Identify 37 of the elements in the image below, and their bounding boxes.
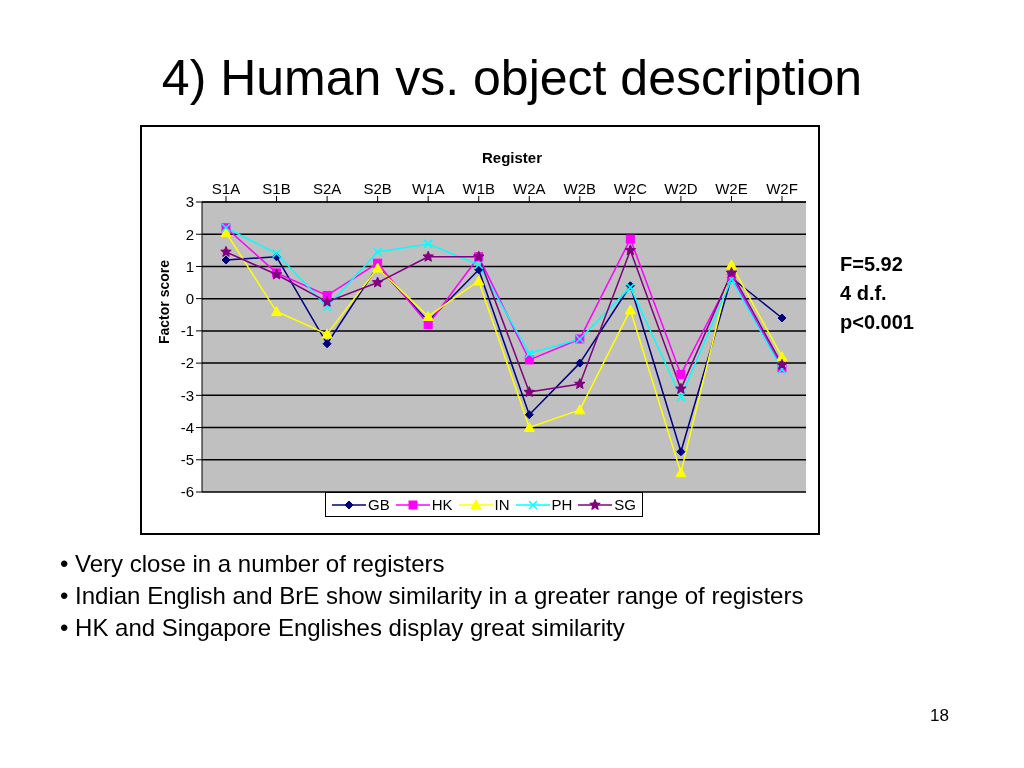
legend-label: PH: [550, 496, 573, 513]
x-tick-label: W1B: [462, 180, 495, 197]
x-tick-label: W2F: [766, 180, 798, 197]
x-tick-label: S2B: [363, 180, 392, 197]
text: • Indian English and BrE show similarity in a greater range of registers: [60, 581, 804, 611]
y-tick-label: -5: [180, 451, 194, 469]
y-tick-label: 2: [185, 225, 194, 243]
x-tick-label: S1B: [262, 180, 291, 197]
legend-label: HK: [430, 496, 453, 513]
chart-title: 4) Human vs. object description: [160, 49, 864, 108]
x-tick-label: W2C: [613, 180, 648, 197]
y-tick-label: 0: [185, 289, 194, 307]
y-tick-label: -4: [180, 418, 194, 436]
y-tick-label: 1: [185, 257, 194, 275]
y-tick-label: 3: [185, 193, 194, 211]
legend-label: SG: [613, 496, 637, 513]
x-tick-label: W2A: [513, 180, 546, 197]
legend-label: IN: [493, 496, 510, 513]
y-tick-label: -3: [180, 386, 194, 404]
text: • HK and Singapore Englishes display great similarity: [60, 613, 626, 643]
x-axis-title: Register: [481, 149, 543, 166]
text: 4 d.f.: [840, 281, 888, 306]
text: F=5.92: [840, 252, 904, 277]
y-tick-label: -1: [180, 322, 194, 340]
x-tick-label: W2B: [563, 180, 597, 197]
text: p<0.001: [840, 310, 914, 335]
x-tick-label: W2E: [715, 180, 748, 197]
y-tick-label: -2: [180, 354, 194, 372]
x-tick-label: W2D: [664, 180, 698, 197]
y-axis-title: Factor score: [156, 259, 172, 345]
text: 18: [930, 706, 949, 726]
x-tick-label: S2A: [312, 180, 342, 197]
legend-label: GB: [366, 496, 390, 513]
text: • Very close in a number of registers: [60, 549, 446, 579]
y-tick-label: -6: [180, 483, 194, 501]
x-tick-label: W1A: [411, 180, 445, 197]
x-tick-label: S1A: [211, 180, 241, 197]
